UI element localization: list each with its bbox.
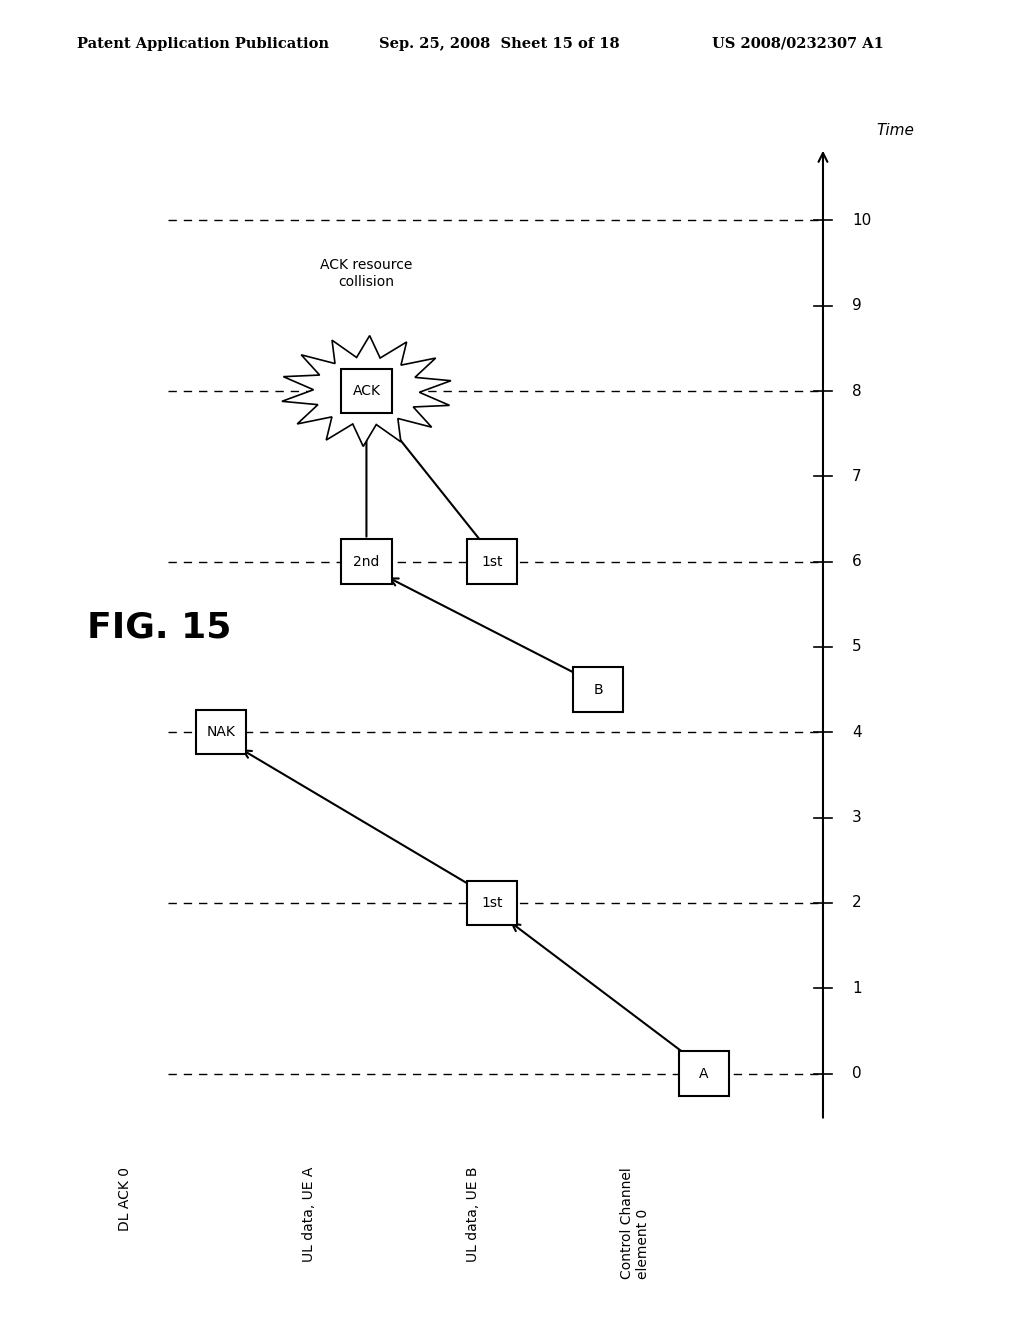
FancyBboxPatch shape	[572, 668, 624, 711]
Text: 8: 8	[852, 384, 862, 399]
Text: ACK: ACK	[352, 384, 381, 399]
Text: UL data, UE B: UL data, UE B	[466, 1167, 480, 1262]
Text: ACK resource
collision: ACK resource collision	[321, 259, 413, 289]
FancyBboxPatch shape	[467, 880, 517, 925]
Text: B: B	[593, 682, 603, 697]
Text: US 2008/0232307 A1: US 2008/0232307 A1	[712, 37, 884, 51]
Text: 2nd: 2nd	[353, 554, 380, 569]
Text: A: A	[699, 1067, 709, 1081]
FancyBboxPatch shape	[679, 1051, 729, 1096]
Text: 2: 2	[852, 895, 862, 911]
Text: Control Channel
element 0: Control Channel element 0	[620, 1167, 649, 1279]
FancyBboxPatch shape	[467, 540, 517, 583]
FancyBboxPatch shape	[341, 368, 391, 413]
Text: 1: 1	[852, 981, 862, 995]
Text: 10: 10	[852, 213, 871, 228]
Text: DL ACK 0: DL ACK 0	[118, 1167, 132, 1230]
Text: Patent Application Publication: Patent Application Publication	[77, 37, 329, 51]
Text: 3: 3	[852, 810, 862, 825]
Text: 0: 0	[852, 1067, 862, 1081]
Text: 6: 6	[852, 554, 862, 569]
FancyBboxPatch shape	[341, 540, 391, 583]
Polygon shape	[282, 335, 451, 446]
Text: 1st: 1st	[481, 554, 503, 569]
Text: 7: 7	[852, 469, 862, 484]
Text: Sep. 25, 2008  Sheet 15 of 18: Sep. 25, 2008 Sheet 15 of 18	[379, 37, 620, 51]
Text: Time: Time	[877, 123, 914, 139]
Text: 4: 4	[852, 725, 862, 739]
Text: 9: 9	[852, 298, 862, 313]
Text: UL data, UE A: UL data, UE A	[302, 1167, 316, 1262]
Text: FIG. 15: FIG. 15	[87, 610, 231, 644]
Text: 1st: 1st	[481, 896, 503, 909]
FancyBboxPatch shape	[196, 710, 246, 755]
Text: 5: 5	[852, 639, 862, 655]
Text: NAK: NAK	[207, 725, 236, 739]
